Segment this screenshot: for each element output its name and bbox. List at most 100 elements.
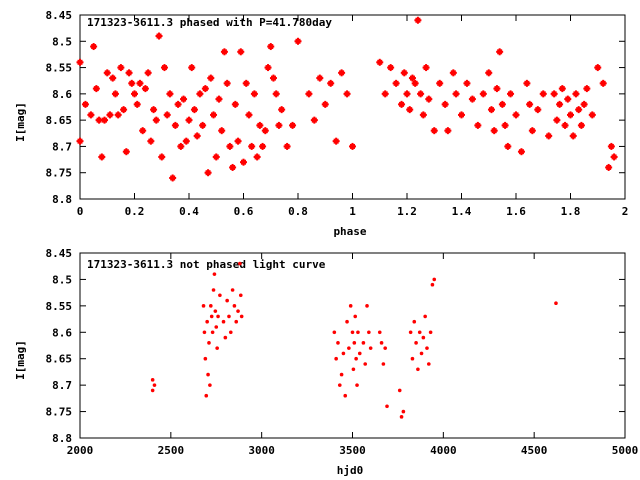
data-point [498, 100, 506, 108]
plot-frame [79, 14, 626, 200]
data-point [305, 90, 313, 98]
data-point [419, 351, 424, 356]
data-point [147, 137, 155, 145]
data-point [414, 341, 418, 345]
data-point [236, 309, 240, 313]
data-point [103, 69, 111, 77]
data-point [556, 100, 564, 108]
data-point [240, 158, 247, 166]
data-point [397, 388, 402, 393]
plot-frame [79, 252, 626, 439]
data-point [414, 16, 422, 24]
data-point [278, 106, 286, 114]
data-point [209, 304, 213, 308]
data-point [196, 90, 204, 98]
data-point [114, 111, 122, 119]
data-point [131, 90, 138, 98]
data-point [212, 153, 220, 161]
data-point [238, 293, 243, 298]
data-point [580, 100, 588, 108]
data-point [452, 90, 460, 98]
data-point [436, 79, 444, 87]
y-tick-label: 8.7 [52, 140, 72, 153]
data-point [272, 90, 280, 98]
x-tick-label: 0.8 [288, 205, 308, 218]
data-point [150, 378, 155, 382]
x-tick-label: 4000 [430, 444, 457, 457]
data-point [234, 319, 239, 324]
y-tick-label: 8.7 [52, 379, 72, 392]
y-tick-label: 8.5 [52, 35, 72, 48]
data-point [199, 121, 207, 129]
data-point [512, 111, 520, 119]
x-tick-label: 4500 [521, 444, 548, 457]
x-tick-label: 0.4 [179, 205, 199, 218]
data-point [367, 330, 371, 335]
x-axis-title: phase [333, 225, 366, 238]
data-point [363, 362, 368, 366]
data-point [365, 304, 369, 308]
data-point [228, 330, 233, 335]
data-point [231, 100, 239, 108]
data-point [259, 142, 267, 150]
data-point [379, 341, 384, 345]
y-axis-title: I[mag] [14, 340, 27, 380]
data-point [334, 356, 338, 361]
x-tick-label: 1.4 [452, 205, 472, 218]
data-point [408, 330, 413, 335]
data-point [169, 174, 177, 182]
data-point [215, 346, 219, 350]
data-point [133, 100, 141, 108]
data-point [139, 127, 147, 135]
data-point [106, 111, 114, 119]
data-point [237, 48, 245, 56]
data-point [410, 356, 415, 361]
data-point [253, 153, 261, 161]
data-point [493, 85, 501, 93]
data-point [526, 100, 534, 108]
data-point [171, 121, 179, 129]
x-tick-label: 1.6 [506, 205, 526, 218]
data-point [383, 346, 388, 350]
data-point [352, 341, 357, 345]
data-point [381, 362, 386, 366]
data-point [177, 142, 185, 150]
y-tick-label: 8.75 [46, 406, 73, 419]
data-point [163, 111, 171, 119]
y-tick-label: 8.8 [52, 193, 72, 206]
data-point [98, 153, 106, 161]
data-point [422, 64, 430, 72]
data-point [201, 85, 209, 93]
data-point [430, 127, 438, 135]
data-point [239, 314, 244, 319]
data-point [583, 85, 591, 93]
data-point [232, 304, 237, 308]
data-point [501, 121, 509, 129]
data-point [387, 64, 395, 72]
data-point [136, 79, 144, 87]
data-point [356, 330, 360, 335]
data-point [539, 90, 547, 98]
data-point [403, 90, 411, 98]
axis-ticks: 2000 2500 3000 3500 4000 4500 5000 8.45 8.5 8.55 8… [46, 247, 639, 457]
x-tick-label: 2500 [158, 444, 185, 457]
data-point [427, 362, 431, 366]
data-point [400, 69, 408, 77]
data-point [332, 137, 340, 145]
data-point [337, 383, 342, 387]
data-point [348, 304, 353, 308]
data-point [444, 127, 452, 135]
data-point [174, 100, 182, 108]
data-point [87, 111, 95, 119]
data-point [310, 116, 318, 124]
data-point [588, 111, 596, 119]
data-point [607, 142, 615, 150]
data-point [534, 106, 542, 114]
data-point [561, 121, 569, 129]
plot-title: 171323-3611.3 phased with P=41.780day [87, 16, 332, 29]
data-point [155, 32, 163, 40]
data-point [599, 79, 607, 87]
data-point [338, 69, 346, 77]
